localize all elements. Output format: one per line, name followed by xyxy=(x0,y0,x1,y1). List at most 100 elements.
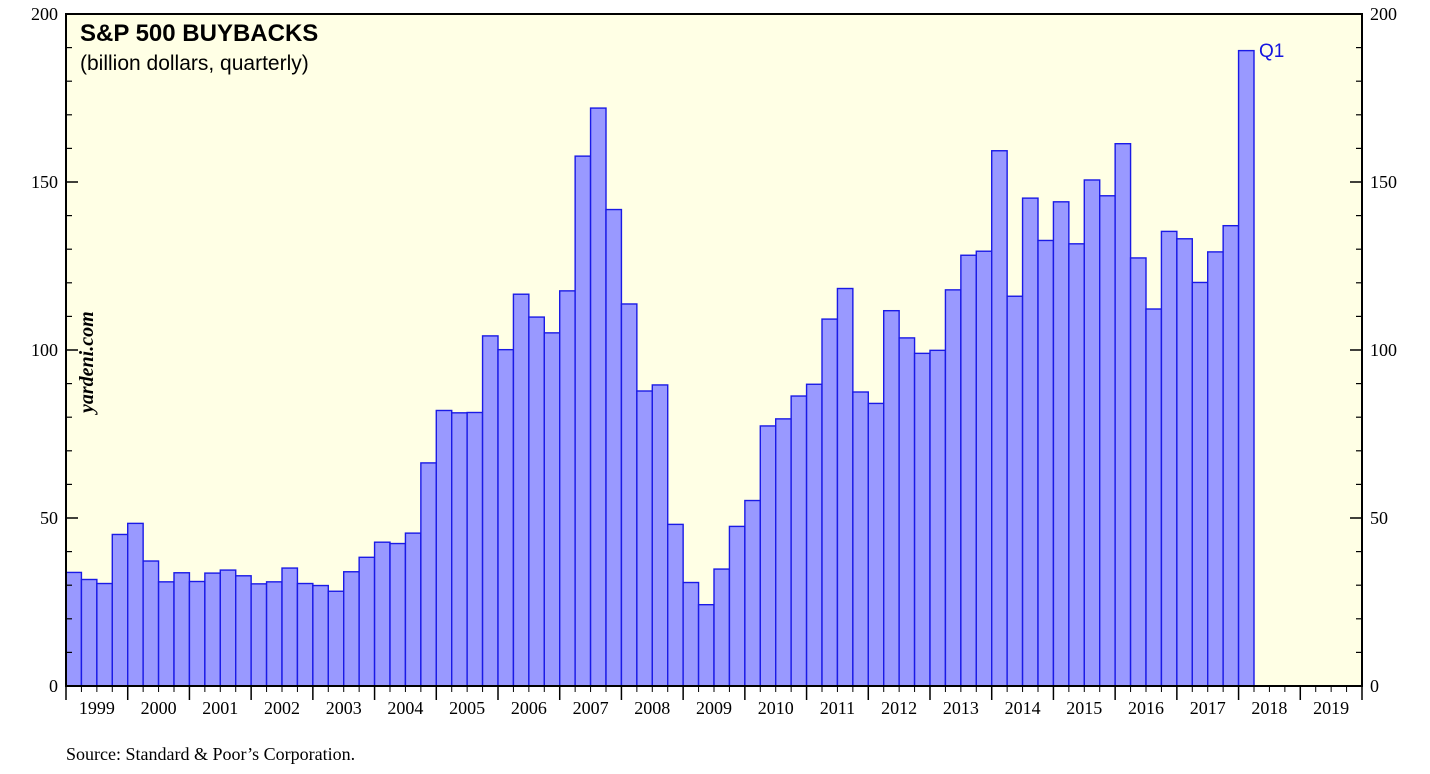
x-year-label: 2013 xyxy=(943,698,979,718)
source-note: Source: Standard & Poor’s Corporation. xyxy=(66,744,355,764)
x-year-label: 2014 xyxy=(1005,698,1041,718)
bar xyxy=(1222,224,1240,687)
x-year-label: 2001 xyxy=(202,698,238,718)
bar xyxy=(435,409,453,687)
y-tick-label-right: 0 xyxy=(1370,676,1379,696)
y-tick-label-right: 150 xyxy=(1370,172,1397,192)
y-tick-label-right: 200 xyxy=(1370,4,1397,24)
bar xyxy=(497,348,515,687)
x-year-label: 2015 xyxy=(1066,698,1102,718)
y-tick-label-left: 100 xyxy=(31,340,58,360)
bar xyxy=(775,418,792,687)
x-year-label: 2009 xyxy=(696,698,732,718)
bar xyxy=(651,384,669,687)
bar xyxy=(512,293,530,687)
bar xyxy=(373,541,391,687)
bar xyxy=(420,462,437,687)
bar xyxy=(111,533,129,687)
bar xyxy=(667,523,684,687)
bar xyxy=(944,289,962,687)
bar xyxy=(265,581,283,687)
x-axis-ticks: 1999 2000 2001 2002 2003 2004 2005 2006 2007 2008… xyxy=(65,686,1363,718)
bar xyxy=(1114,142,1132,687)
bar xyxy=(991,150,1008,687)
y-tick-label-left: 150 xyxy=(31,172,58,192)
x-year-label: 2000 xyxy=(141,698,177,718)
bar xyxy=(759,425,777,687)
bar xyxy=(1099,195,1116,687)
x-year-label: 2004 xyxy=(387,698,423,718)
bar xyxy=(1191,281,1209,687)
bar xyxy=(1083,179,1101,687)
y-tick-label-right: 100 xyxy=(1370,340,1397,360)
x-year-label: 2019 xyxy=(1313,698,1349,718)
bar xyxy=(728,525,746,687)
bar xyxy=(883,309,900,687)
bar xyxy=(173,572,191,687)
bar xyxy=(636,390,653,687)
bar xyxy=(127,522,144,687)
bar xyxy=(142,560,160,687)
bar xyxy=(389,542,407,687)
bar xyxy=(235,575,252,687)
bar xyxy=(589,107,607,687)
x-year-label: 2016 xyxy=(1128,698,1164,718)
y-axis-ticks: 0 0 50 50 100 100 150 150 200 200 xyxy=(31,4,1397,696)
bar xyxy=(574,155,592,687)
bar xyxy=(1052,201,1070,687)
bar xyxy=(713,568,731,687)
bar xyxy=(96,582,113,687)
bar xyxy=(528,316,545,687)
bar xyxy=(836,287,854,687)
bar xyxy=(620,303,638,687)
bar xyxy=(975,250,993,687)
bar xyxy=(281,567,299,687)
bar xyxy=(543,332,561,687)
bar xyxy=(466,411,484,687)
bar xyxy=(790,395,808,687)
bar xyxy=(697,603,715,687)
y-tick-label-left: 50 xyxy=(40,508,58,528)
x-year-label: 2012 xyxy=(881,698,917,718)
chart-title: S&P 500 BUYBACKS xyxy=(80,20,318,47)
x-year-label: 2010 xyxy=(758,698,794,718)
bar xyxy=(805,383,823,687)
bar xyxy=(327,590,345,687)
bar xyxy=(605,208,623,687)
x-year-label: 2002 xyxy=(264,698,300,718)
q1-annotation: Q1 xyxy=(1259,41,1284,62)
bar xyxy=(219,569,237,687)
bar xyxy=(898,337,916,687)
bar xyxy=(1021,197,1039,687)
x-year-label: 1999 xyxy=(79,698,115,718)
chart-subtitle: (billion dollars, quarterly) xyxy=(80,52,309,75)
bar xyxy=(1176,238,1193,687)
x-year-label: 2017 xyxy=(1190,698,1226,718)
y-tick-label-left: 200 xyxy=(31,4,58,24)
bar xyxy=(188,580,206,687)
bar xyxy=(960,254,977,687)
bar xyxy=(867,402,885,687)
x-year-label: 2011 xyxy=(820,698,855,718)
bar xyxy=(1006,295,1024,687)
bar xyxy=(1068,243,1085,687)
bar xyxy=(821,318,839,687)
bar xyxy=(682,581,700,687)
bar xyxy=(343,571,360,687)
bar xyxy=(559,290,576,687)
bar xyxy=(1145,308,1163,687)
bar xyxy=(204,572,221,687)
x-year-label: 2006 xyxy=(511,698,547,718)
bar xyxy=(157,581,175,687)
bar xyxy=(296,582,314,687)
x-year-label: 2018 xyxy=(1251,698,1287,718)
bar xyxy=(451,412,468,687)
bar xyxy=(852,391,869,687)
bar xyxy=(913,352,931,687)
bar xyxy=(404,532,422,687)
x-year-label: 2003 xyxy=(326,698,362,718)
bar xyxy=(929,349,947,687)
x-year-label: 2007 xyxy=(573,698,609,718)
y-tick-label-left: 0 xyxy=(49,676,58,696)
bar xyxy=(1037,239,1055,687)
